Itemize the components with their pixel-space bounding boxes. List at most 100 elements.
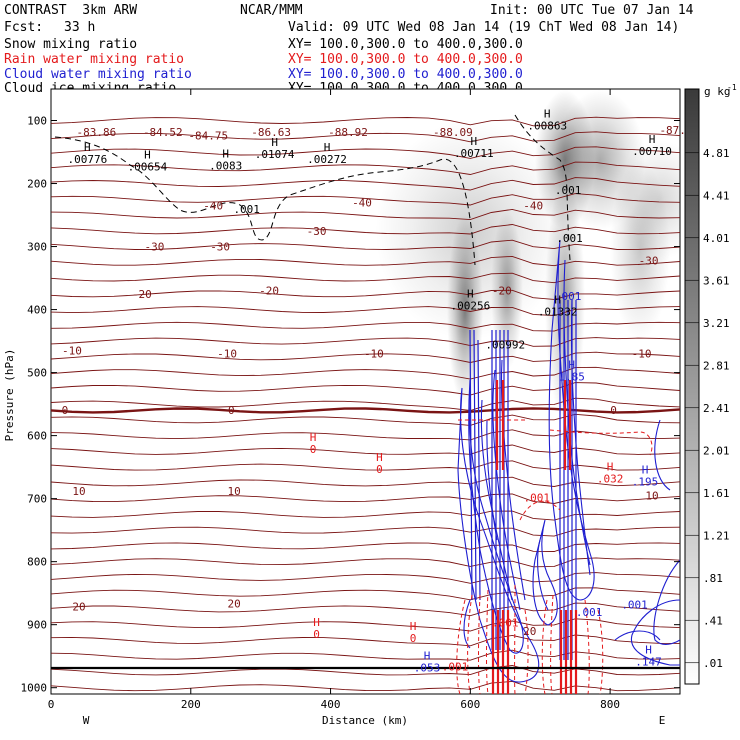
contour-labels: -83.86 -84.52 -84.75 -86.63 -88.92 -88.09 -87.… — [62, 108, 693, 675]
isotherm-line — [51, 131, 680, 143]
isotherm-line — [51, 193, 680, 206]
rain-water-contour — [550, 594, 554, 694]
isotherm-line — [51, 557, 680, 568]
extremum-marker: H — [144, 149, 151, 162]
extremum-value: .00863 — [527, 120, 567, 133]
cloud-water-contour — [614, 630, 661, 641]
y-axis-label: Pressure (hPa) — [3, 349, 16, 442]
extremum-marker: H — [313, 616, 320, 629]
cloud-water-core-line — [491, 330, 509, 650]
isotherm-line — [51, 510, 680, 521]
temperature-label: -30 — [307, 225, 327, 238]
rain-water-contour — [467, 594, 473, 694]
extremum-value: .00256 — [450, 299, 490, 312]
extremum-marker: H — [376, 451, 383, 464]
temperature-label: -30 — [144, 241, 164, 254]
extremum-value: 0 — [313, 628, 320, 641]
cloud-water-contour — [630, 599, 680, 666]
extremum-marker: H — [649, 133, 656, 146]
field-rain-xy: XY= 100.0,300.0 to 400.0,300.0 — [288, 52, 523, 67]
extremum-marker: H — [554, 294, 561, 307]
extremum-value: .00711 — [454, 147, 494, 160]
y-tick-label: 700 — [27, 493, 47, 506]
model-title: CONTRAST 3km ARW — [4, 3, 138, 18]
colorbar-tick-label: .41 — [703, 614, 723, 627]
colorbar-tick-label: 2.01 — [703, 444, 730, 457]
cloud-water-core — [469, 300, 577, 660]
isotherm-line — [51, 397, 680, 411]
extremum-value: .001 — [555, 290, 582, 303]
y-tick-label: 400 — [27, 304, 47, 317]
x-tick-label: 400 — [321, 698, 341, 711]
temperature-label: 0 — [62, 404, 69, 417]
extremum-value: 0 — [376, 463, 383, 476]
extremum-value: .032 — [597, 473, 624, 486]
temperature-label: -30 — [210, 241, 230, 254]
temperature-label: -10 — [62, 345, 82, 358]
rain-water-core-line — [491, 610, 510, 694]
y-tick-label: 500 — [27, 367, 47, 380]
init-time: Init: 00 UTC Tue 07 Jan 14 — [490, 3, 694, 18]
colorbar-tick-label: 1.21 — [703, 529, 730, 542]
temperature-label: 0 — [228, 404, 235, 417]
extremum-marker: H — [645, 643, 652, 656]
cloud-water-contour — [537, 539, 549, 611]
cloud-water-contour — [486, 419, 498, 541]
isotherm-line — [51, 413, 680, 426]
extremum-value: 0 — [310, 443, 317, 456]
x-tick-label: 600 — [460, 698, 480, 711]
isotherm-line — [51, 321, 680, 332]
isotherm-line — [51, 208, 680, 221]
isotherm-line — [51, 255, 680, 267]
temperature-label: -40 — [523, 200, 543, 213]
extremum-value: .001 — [523, 491, 550, 504]
y-tick-label: 900 — [27, 619, 47, 632]
cloud-water-core-line — [559, 300, 577, 660]
rain-water-contour — [584, 599, 590, 694]
isotherm-line — [51, 306, 680, 316]
colorbar-ticks: 4.81 4.41 4.01 3.61 3.21 2.81 2.41 2.01 1.61 1.21… — [685, 147, 730, 670]
fcst-label: Fcst: — [4, 20, 44, 35]
cloud-water-contour — [653, 559, 680, 645]
extremum-value: .00654 — [128, 161, 168, 174]
colorbar-tick-label: 3.21 — [703, 317, 730, 330]
x-axis-ticks: 0 200 400 600 800 — [48, 89, 620, 711]
isotherm-line — [51, 337, 680, 347]
temperature-label: -88.92 — [328, 126, 368, 139]
temperature-label: -20 — [492, 285, 512, 298]
isotherm-line — [51, 116, 680, 127]
colorbar-tick-label: 2.81 — [703, 359, 730, 372]
isotherm-line — [51, 572, 680, 584]
isotherm-line — [51, 587, 680, 601]
rain-water-contours — [456, 419, 653, 694]
rain-water-core-line — [495, 380, 505, 470]
extremum-value: .053 — [414, 662, 441, 675]
cloud-water-contour — [654, 419, 671, 491]
extremum-marker: H — [471, 135, 478, 148]
cloud-ice-contour — [54, 114, 571, 266]
freezing-level-line — [51, 407, 680, 414]
temperature-label: 20 — [523, 625, 536, 638]
extremum-value: .001 — [556, 232, 583, 245]
isotherm-line — [51, 351, 680, 363]
colorbar: 4.81 4.41 4.01 3.61 3.21 2.81 2.41 2.01 1.61 1.21… — [684, 83, 737, 685]
direction-east: E — [659, 714, 666, 727]
extremum-value: .001 — [621, 599, 648, 612]
isotherm-line — [51, 460, 680, 471]
extremum-marker: H — [84, 141, 91, 154]
temperature-label: -84.52 — [143, 126, 183, 139]
extremum-marker: H — [568, 358, 575, 371]
cloud-water-contour — [463, 599, 471, 649]
temperature-label: 20 — [72, 600, 85, 613]
extremum-value: .0083 — [209, 159, 242, 172]
extremum-value: .001 — [555, 184, 582, 197]
extremum-marker: H — [410, 620, 417, 633]
isotherm-line — [51, 161, 680, 175]
rain-water-contour — [486, 589, 489, 694]
isotherm-line — [51, 177, 680, 191]
valid-time: Valid: 09 UTC Wed 08 Jan 14 (19 ChT Wed … — [288, 20, 680, 35]
extremum-value: .00710 — [632, 145, 672, 158]
temperature-label: 10 — [227, 485, 240, 498]
temperature-label: -40 — [203, 200, 223, 213]
